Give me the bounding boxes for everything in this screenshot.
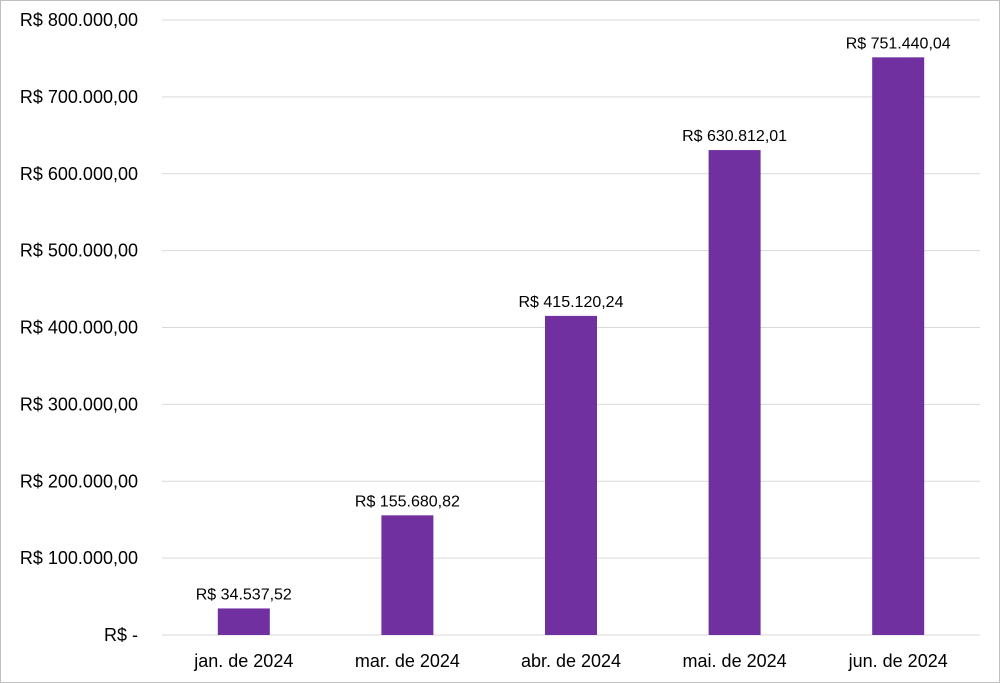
data-label: R$ 415.120,24 (519, 294, 624, 311)
y-tick-label: R$ 700.000,00 (20, 87, 138, 107)
x-axis-tick-labels: jan. de 2024 mar. de 2024 abr. de 2024 mai.… (193, 651, 947, 671)
x-tick-label: mar. de 2024 (355, 651, 460, 671)
bar (381, 515, 434, 635)
x-tick-label: jun. de 2024 (848, 651, 948, 671)
y-tick-label: R$ 200.000,00 (20, 471, 138, 491)
data-label: R$ 751.440,04 (846, 35, 951, 52)
bar (708, 150, 761, 635)
y-tick-label: R$ 300.000,00 (20, 394, 138, 414)
y-tick-label: R$ 400.000,00 (20, 318, 138, 338)
data-labels: R$ 34.537,52 R$ 155.680,82 R$ 415.120,24 R$… (196, 35, 951, 603)
bar (872, 57, 925, 636)
x-tick-label: jan. de 2024 (193, 651, 293, 671)
bar (217, 608, 270, 635)
bar (545, 315, 597, 635)
y-tick-label: R$ 500.000,00 (20, 241, 138, 261)
bars (217, 57, 925, 636)
x-tick-label: mai. de 2024 (683, 651, 787, 671)
data-label: R$ 630.812,01 (682, 128, 787, 145)
data-label: R$ 34.537,52 (196, 586, 292, 603)
y-tick-label: R$ - (104, 625, 138, 645)
y-tick-label: R$ 100.000,00 (20, 548, 138, 568)
gridlines (162, 19, 980, 636)
data-label: R$ 155.680,82 (355, 493, 460, 510)
y-axis-tick-labels: R$ - R$ 100.000,00 R$ 200.000,00 R$ 300.000… (20, 10, 138, 645)
y-tick-label: R$ 800.000,00 (20, 10, 138, 30)
x-tick-label: abr. de 2024 (521, 651, 621, 671)
y-tick-label: R$ 600.000,00 (20, 164, 138, 184)
